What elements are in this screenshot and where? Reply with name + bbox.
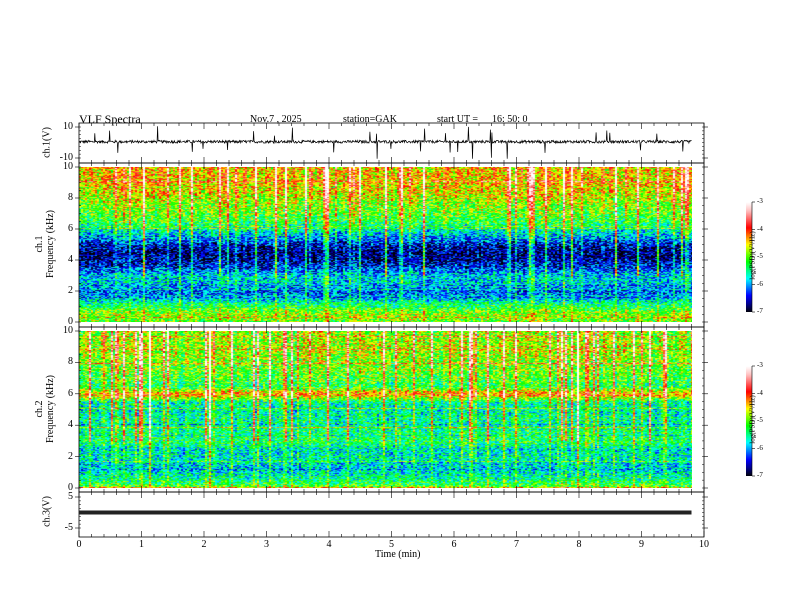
- y-tick-label: 2: [68, 285, 73, 296]
- y-tick-label: 8: [68, 356, 73, 368]
- y-tick-label: 0: [68, 316, 73, 327]
- freq-label: Frequency (kHz): [45, 209, 56, 279]
- ch1-wave-ylabel: ch.1(V): [41, 127, 53, 158]
- station-label: station=GAK: [343, 114, 397, 125]
- ch1-waveform-line: [78, 126, 692, 159]
- x-tick-label: 3: [264, 539, 269, 550]
- y-tick-label: 10: [63, 121, 73, 132]
- ch3-wave-ylabel: ch.3(V): [41, 496, 53, 527]
- x-tick-label: 7: [514, 539, 519, 550]
- panel-frame: [78, 326, 705, 493]
- ch2-label: ch.2: [34, 400, 45, 418]
- y-tick-label: 4: [68, 419, 73, 431]
- ch2-colorbar: [746, 366, 752, 476]
- ch3-waveform-line: [79, 510, 692, 515]
- y-tick-label: 6: [68, 387, 73, 399]
- y-tick-label: -10: [59, 152, 73, 163]
- x-tick-label: 9: [639, 539, 644, 550]
- ch2-spec-ylabel: ch.2 Frequency (kHz): [34, 359, 56, 459]
- y-tick-label: 8: [68, 192, 73, 203]
- ch1-spec-ylabel: ch.1 Frequency (kHz): [34, 194, 56, 294]
- colorbar-tick-label: -7: [757, 471, 763, 479]
- colorbar-tick-label: -4: [757, 224, 763, 233]
- colorbar-tick-label: -4: [757, 388, 763, 397]
- y-tick-label: 0: [68, 482, 73, 493]
- colorbar-tick-label: -5: [757, 252, 763, 260]
- panel-frame: [78, 162, 705, 328]
- ch2-spectrogram-image: [79, 331, 692, 488]
- start-ut-label: start UT =: [437, 114, 479, 125]
- ch1-label: ch.1: [34, 235, 45, 253]
- y-tick-label: 4: [68, 254, 73, 265]
- freq-label: Frequency (kHz): [45, 374, 56, 444]
- colorbar-tick-label: -6: [757, 443, 763, 452]
- colorbar-tick-label: -3: [757, 361, 763, 369]
- x-tick-label: 4: [326, 539, 332, 550]
- date-label: Nov.7 , 2025: [250, 114, 302, 125]
- x-tick-label: 5: [389, 539, 394, 550]
- x-tick-label: 10: [699, 539, 709, 550]
- x-axis-label: Time (min): [375, 549, 421, 560]
- x-tick-label: 2: [201, 539, 207, 550]
- x-tick-label: 1: [139, 539, 144, 550]
- colorbar-tick-label: -7: [757, 307, 763, 315]
- colorbar-tick-label: -6: [757, 279, 763, 288]
- ch1-spectrogram-image: [79, 167, 692, 322]
- ch1-colorbar: [746, 202, 752, 312]
- y-tick-label: 2: [68, 450, 73, 462]
- y-tick-label: 6: [68, 223, 73, 234]
- x-tick-label: 8: [576, 539, 582, 550]
- y-tick-label: -5: [64, 522, 73, 533]
- figure-title: VLF Spectra: [79, 112, 141, 126]
- x-tick-label: 6: [451, 539, 457, 550]
- start-ut-value: 16: 50: 0: [492, 114, 528, 125]
- colorbar-tick-label: -5: [757, 416, 763, 424]
- y-tick-label: 10: [63, 161, 73, 172]
- y-tick-label: 5: [68, 491, 73, 502]
- y-tick-label: 10: [63, 325, 73, 336]
- colorbar-tick-label: -3: [757, 197, 763, 205]
- x-tick-label: 0: [76, 539, 82, 550]
